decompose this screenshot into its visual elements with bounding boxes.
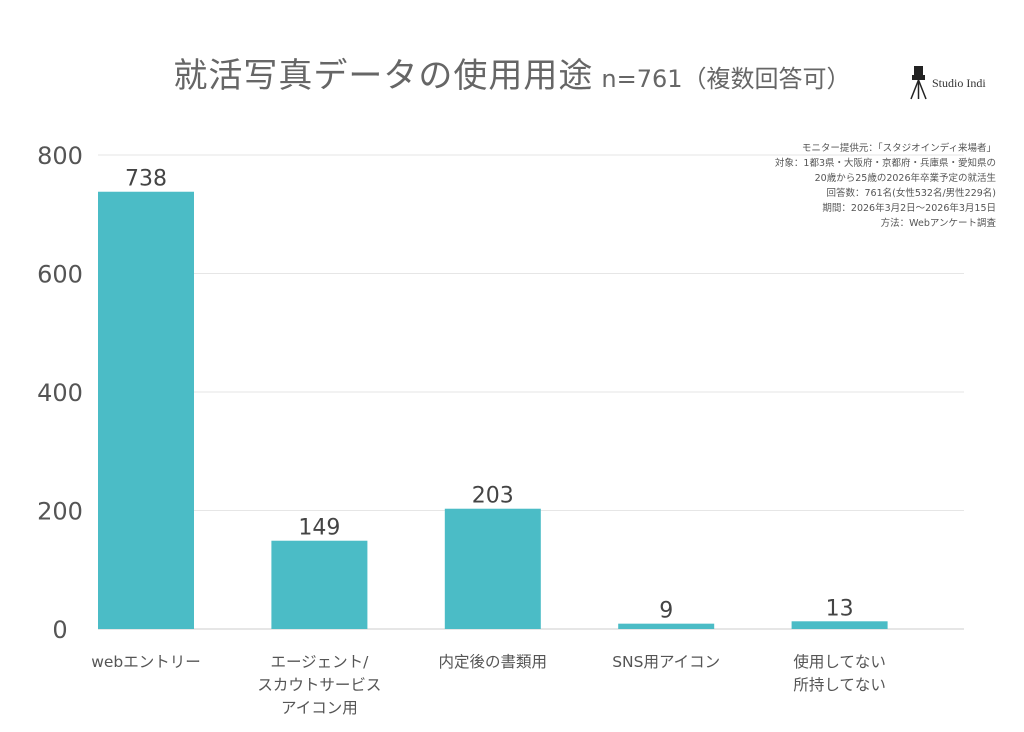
x-tick-label: 所持してない bbox=[793, 676, 886, 694]
x-tick-label: 内定後の書類用 bbox=[439, 653, 548, 671]
x-tick-label: SNS用アイコン bbox=[612, 653, 720, 671]
x-tick-label: 使用してない bbox=[793, 653, 886, 671]
studio-logo: Studio Indi bbox=[908, 64, 1018, 104]
note-line: 回答数：761名(女性532名/男性229名) bbox=[826, 188, 996, 199]
bar bbox=[271, 540, 368, 629]
y-tick-label: 600 bbox=[37, 261, 83, 289]
chart-title-row: 就活写真データの使用用途 n=761（複数回答可） bbox=[0, 48, 1024, 97]
logo-text: Studio Indi bbox=[932, 76, 986, 90]
chart-subtitle: n=761（複数回答可） bbox=[601, 65, 851, 93]
data-label: 203 bbox=[472, 484, 514, 509]
bar bbox=[444, 508, 541, 629]
note-line: 方法：Webアンケート調査 bbox=[880, 218, 996, 229]
note-line: 対象：1都3県・大阪府・京都府・兵庫県・愛知県の bbox=[774, 158, 996, 169]
y-tick-label: 0 bbox=[52, 616, 67, 644]
data-label: 738 bbox=[125, 167, 167, 192]
camera-tripod-icon bbox=[910, 66, 927, 100]
survey-note: モニター提供元：「スタジオインディ来場者」 対象：1都3県・大阪府・京都府・兵庫… bbox=[775, 141, 996, 231]
x-tick-label: エージェント/ bbox=[270, 653, 369, 671]
x-tick-label: アイコン用 bbox=[281, 699, 358, 717]
y-tick-label: 400 bbox=[37, 379, 83, 407]
note-line: 20歳から25歳の2026年卒業予定の就活生 bbox=[814, 173, 996, 184]
data-label: 9 bbox=[659, 599, 673, 624]
chart-title: 就活写真データの使用用途 bbox=[173, 56, 594, 96]
bar bbox=[791, 621, 888, 629]
y-tick-label: 200 bbox=[37, 498, 83, 526]
x-tick-label: webエントリー bbox=[91, 653, 201, 671]
y-tick-label: 800 bbox=[37, 142, 83, 170]
x-tick-label: スカウトサービス bbox=[257, 676, 381, 694]
bar bbox=[618, 623, 715, 629]
data-label: 13 bbox=[826, 596, 854, 621]
note-line: モニター提供元：「スタジオインディ来場者」 bbox=[801, 143, 996, 154]
note-line: 期間：2026年3月2日〜2026年3月15日 bbox=[822, 203, 996, 214]
bar bbox=[98, 191, 194, 630]
data-label: 149 bbox=[298, 516, 340, 541]
